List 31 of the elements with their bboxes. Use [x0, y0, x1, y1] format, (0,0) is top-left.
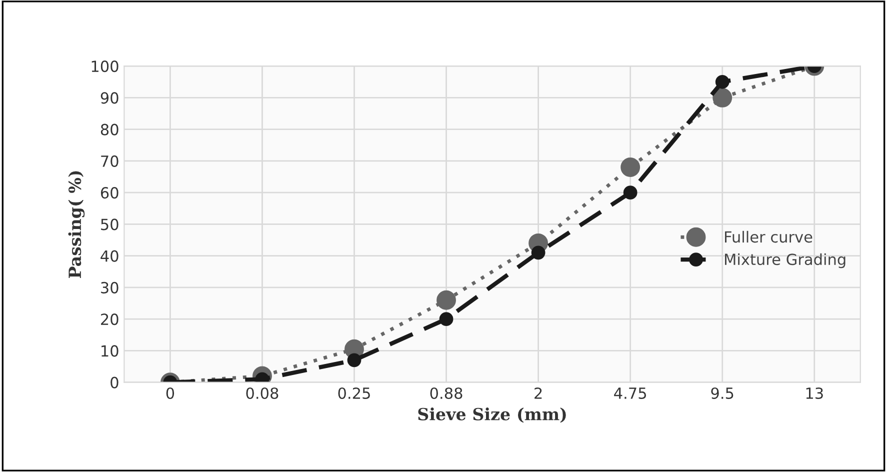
legend-label: Mixture Grading [725, 253, 846, 268]
point [712, 88, 732, 108]
x-tick-label: 9.5 [711, 387, 734, 400]
y-tick-label: 100 [92, 60, 118, 72]
point [715, 74, 730, 89]
y-tick-label: 90 [100, 92, 118, 104]
point [620, 158, 640, 177]
y-tick-label: 70 [101, 155, 118, 167]
y-tick-label: 20 [100, 314, 118, 326]
x-tick-label: 2 [534, 387, 542, 399]
x-tick-label: 0.25 [338, 387, 370, 400]
point [531, 246, 546, 260]
x-tick-label: 0.88 [430, 387, 462, 400]
y-tick-label: 10 [102, 345, 118, 357]
x-tick-label: 4.75 [614, 388, 646, 400]
y-tick-label: 50 [101, 218, 118, 230]
legend-label: Fuller curve [725, 230, 812, 243]
y-tick-label: 80 [100, 124, 118, 136]
point [436, 290, 456, 310]
y-tick-label: 30 [101, 282, 118, 294]
y-tick-label: 40 [100, 250, 118, 262]
x-tick-label: 0.08 [246, 387, 278, 400]
y-tick-label: 0 [110, 376, 118, 388]
y-tick-label: 60 [100, 187, 118, 199]
point [439, 312, 454, 326]
x-tick-label: 13 [806, 387, 823, 400]
point [623, 186, 638, 200]
point [347, 353, 362, 368]
x-axis-title: Sieve Size (mm) [418, 408, 566, 423]
y-axis-title: Passing( %) [68, 171, 85, 278]
x-tick-label: 0 [166, 387, 174, 400]
